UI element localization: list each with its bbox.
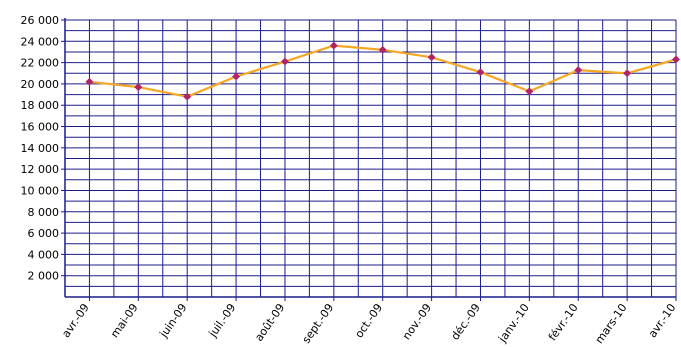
y-tick-label: 8 000: [28, 206, 60, 219]
y-tick-label: 18 000: [21, 99, 60, 112]
y-tick-label: 26 000: [21, 14, 60, 27]
x-tick-label: juil.-09: [206, 301, 239, 340]
axes: [61, 18, 677, 301]
x-tick-label: août-09: [252, 301, 287, 343]
y-tick-label: 4 000: [28, 248, 60, 261]
data-point: [329, 41, 338, 50]
y-tick-label: 24 000: [21, 35, 60, 48]
data-point: [427, 53, 436, 62]
x-tick-label: déc.-09: [449, 301, 483, 342]
data-point: [476, 68, 485, 77]
x-tick-label: janv.-10: [495, 301, 531, 345]
data-point: [281, 57, 289, 66]
y-tick-labels: 2 000 4 000 6 000 8 000 10 000 12 000 14 000 16…: [21, 14, 60, 283]
y-tick-label: 2 000: [28, 270, 60, 283]
grid-lines: [65, 19, 677, 297]
data-point: [85, 77, 94, 86]
x-tick-label: nov.-09: [400, 301, 434, 342]
data-point: [378, 45, 387, 54]
y-tick-label: 10 000: [21, 184, 60, 197]
data-point: [183, 92, 192, 101]
data-point: [623, 69, 632, 78]
y-tick-label: 12 000: [21, 163, 60, 176]
x-tick-label: juin-09: [157, 301, 190, 340]
y-tick-label: 6 000: [28, 227, 60, 240]
y-tick-label: 14 000: [21, 142, 60, 155]
x-tick-labels: avr.-09 mai-09 juin-09 juil.-09 août-09 sept.…: [59, 301, 678, 346]
y-tick-label: 16 000: [21, 121, 60, 134]
x-tick-label: sept.-09: [300, 301, 337, 346]
x-tick-label: mars-10: [593, 301, 630, 346]
x-tick-label: févr.-10: [546, 301, 581, 343]
x-tick-label: avr.-09: [59, 301, 92, 340]
y-tick-label: 20 000: [21, 78, 60, 91]
y-tick-label: 22 000: [21, 57, 60, 70]
x-tick-label: mai-09: [108, 301, 141, 340]
x-tick-label: oct.-09: [352, 301, 385, 340]
x-tick-label: avr.-10: [646, 301, 679, 340]
